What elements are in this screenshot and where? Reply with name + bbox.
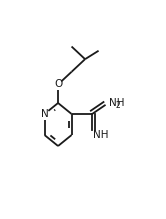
Text: O: O [54,79,62,89]
Text: NH: NH [93,130,108,140]
Text: 2: 2 [116,101,121,110]
Text: N: N [41,109,48,119]
Text: NH: NH [109,98,124,108]
